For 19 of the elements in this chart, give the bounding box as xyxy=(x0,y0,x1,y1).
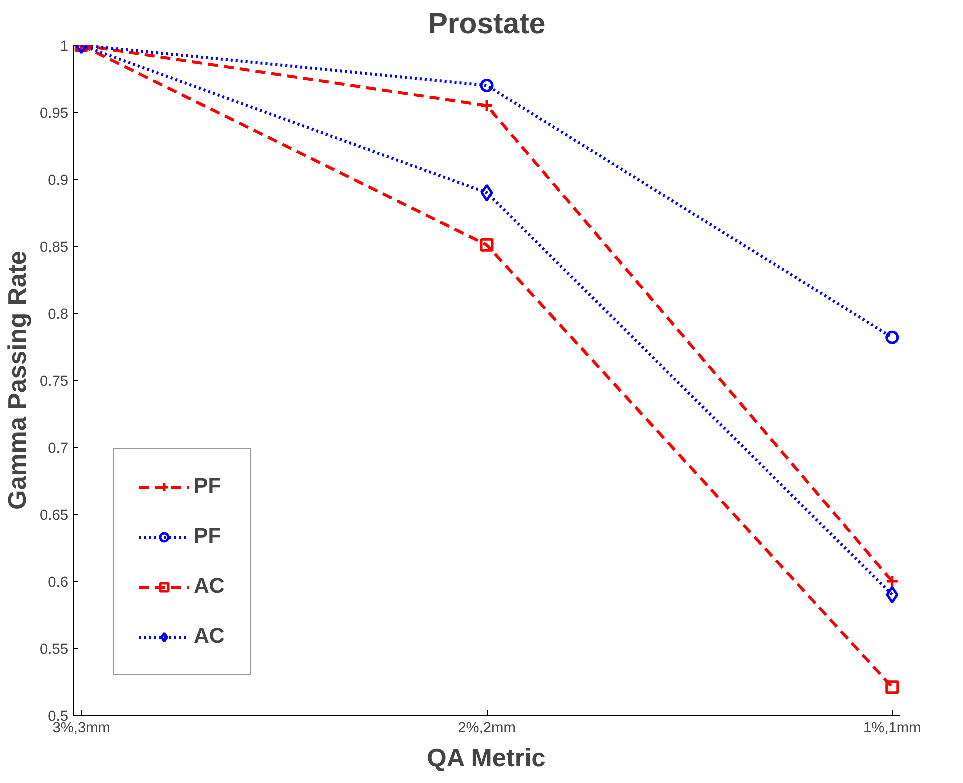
y-axis-title: Gamma Passing Rate xyxy=(4,250,32,510)
y-tick-label: 0.55 xyxy=(40,642,69,658)
y-tick-label: 0.8 xyxy=(48,307,68,323)
y-tick-label: 0.85 xyxy=(40,240,69,256)
y-tick-label: 0.75 xyxy=(40,374,69,390)
legend-label: PF xyxy=(194,524,222,549)
y-tick-label: 0.65 xyxy=(40,508,69,524)
legend-label: AC xyxy=(194,574,225,599)
y-tick-label: 1 xyxy=(60,39,69,55)
legend-label: PF xyxy=(194,474,222,499)
chart-title: Prostate xyxy=(428,8,546,40)
legend-label: AC xyxy=(194,624,225,649)
y-tick-label: 0.9 xyxy=(48,173,68,189)
y-tick-label: 0.6 xyxy=(48,575,68,591)
y-tick-label: 0.95 xyxy=(40,106,69,122)
x-tick-label: 2%,2mm xyxy=(458,720,516,736)
x-axis-title: QA Metric xyxy=(427,744,546,772)
y-tick-label: 0.7 xyxy=(48,441,68,457)
x-tick-label: 1%,1mm xyxy=(863,720,922,736)
